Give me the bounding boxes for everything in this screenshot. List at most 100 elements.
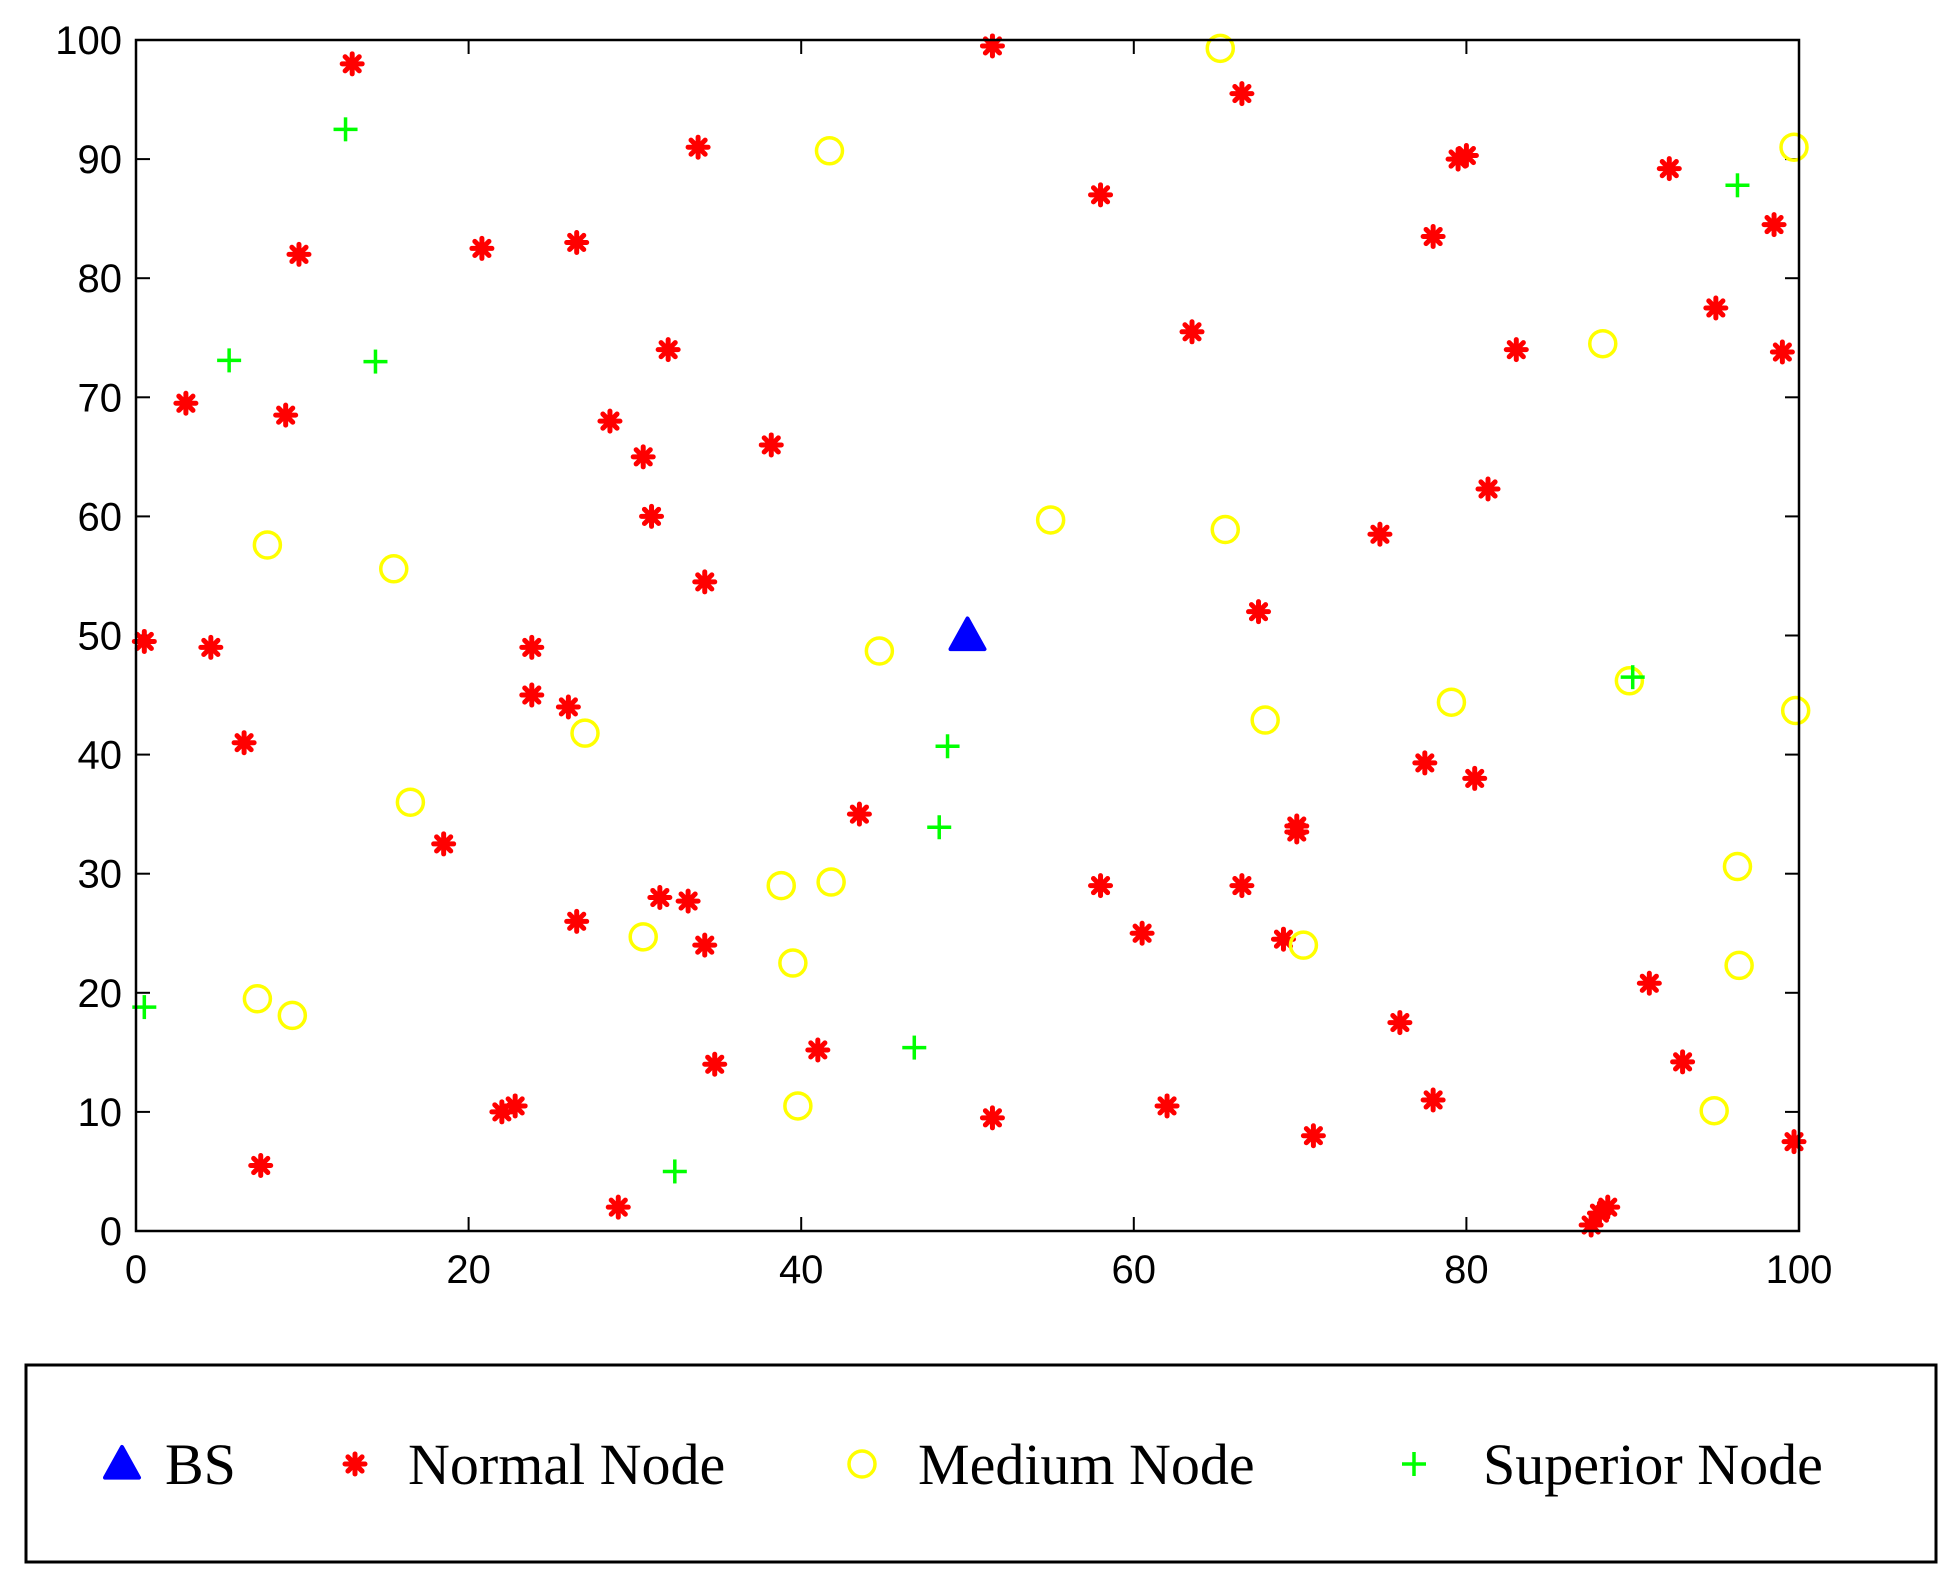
normal-node-point xyxy=(519,634,545,660)
medium-node-point xyxy=(570,718,600,748)
y-tick-label: 60 xyxy=(78,495,123,539)
normal-node-point xyxy=(339,51,365,77)
normal-node-point xyxy=(469,235,495,261)
normal-node-point xyxy=(1703,295,1729,321)
x-tick-label: 20 xyxy=(446,1248,491,1292)
y-tick-label: 100 xyxy=(55,19,122,63)
legend-medium-node-marker xyxy=(847,1449,877,1479)
normal-node-point xyxy=(692,569,718,595)
normal-node-point xyxy=(639,503,665,529)
normal-node-point xyxy=(685,134,711,160)
superior-node-point xyxy=(1725,173,1750,198)
bs-point xyxy=(948,616,987,652)
normal-node-point xyxy=(692,932,718,958)
normal-node-point xyxy=(1636,970,1662,996)
medium-node-point xyxy=(1779,132,1809,162)
superior-node-point xyxy=(333,117,358,142)
y-tick-label: 70 xyxy=(78,376,123,420)
normal-node-point xyxy=(248,1152,274,1178)
x-tick-label: 60 xyxy=(1112,1248,1157,1292)
medium-node-point xyxy=(1724,950,1754,981)
superior-node-point xyxy=(927,815,952,840)
normal-node-point xyxy=(1154,1093,1180,1119)
normal-node-point xyxy=(1462,765,1488,791)
normal-node-point xyxy=(1503,337,1529,363)
normal-node-point xyxy=(979,1105,1005,1131)
normal-node-point xyxy=(702,1051,728,1077)
normal-node-point xyxy=(1284,819,1310,845)
legend-label-superior-node: Superior Node xyxy=(1483,1432,1823,1497)
normal-node-point xyxy=(555,694,581,720)
superior-node-point xyxy=(363,349,388,374)
normal-node-point xyxy=(1129,920,1155,946)
x-tick-label: 100 xyxy=(1766,1248,1833,1292)
y-tick-label: 90 xyxy=(78,138,123,182)
medium-node-point xyxy=(395,787,426,817)
y-tick-label: 80 xyxy=(78,257,123,301)
normal-node-point xyxy=(1412,750,1438,776)
superior-node-point xyxy=(662,1159,687,1184)
normal-node-point xyxy=(1761,212,1787,238)
medium-node-point xyxy=(814,136,845,166)
medium-node-point xyxy=(277,1000,308,1031)
medium-node-point xyxy=(379,554,409,584)
medium-node-point xyxy=(1780,695,1811,726)
normal-node-point xyxy=(131,628,157,654)
normal-node-point xyxy=(1420,1087,1446,1113)
medium-node-point xyxy=(1722,851,1753,882)
normal-node-point xyxy=(1420,224,1446,250)
x-tick-label: 0 xyxy=(125,1248,147,1292)
medium-node-point xyxy=(1699,1095,1729,1126)
normal-node-point xyxy=(758,432,784,458)
y-tick-label: 0 xyxy=(100,1210,122,1254)
x-tick-label: 40 xyxy=(779,1248,824,1292)
medium-node-point xyxy=(1250,705,1280,735)
medium-node-point xyxy=(816,867,846,897)
normal-node-point xyxy=(519,682,545,708)
normal-node-point xyxy=(630,444,656,470)
plot-area-frame xyxy=(134,38,1801,1233)
medium-node-point xyxy=(1035,505,1066,535)
normal-node-point xyxy=(1300,1123,1326,1149)
superior-node-point xyxy=(1620,665,1645,690)
normal-node-point xyxy=(597,408,623,434)
medium-node-point xyxy=(1436,687,1467,717)
y-tick-label: 30 xyxy=(78,853,123,897)
normal-node-point xyxy=(1229,81,1255,107)
normal-node-point xyxy=(805,1037,831,1063)
y-tick-label: 50 xyxy=(78,615,123,659)
superior-node-point xyxy=(902,1035,927,1060)
normal-node-point xyxy=(655,337,681,363)
normal-node-point xyxy=(286,241,312,267)
legend: BS Normal Node Medium Node Superior Node xyxy=(24,1363,1938,1564)
y-tick-label: 10 xyxy=(78,1091,123,1135)
normal-node-point xyxy=(231,730,257,756)
medium-node-point xyxy=(766,870,796,901)
normal-node-point xyxy=(1595,1194,1621,1220)
superior-node-point xyxy=(935,734,960,759)
legend-items: BS Normal Node Medium Node Superior Node xyxy=(103,1432,1823,1497)
normal-node-point xyxy=(1769,339,1795,365)
data-points xyxy=(131,33,1811,1238)
normal-node-point xyxy=(1656,156,1682,182)
normal-node-point xyxy=(564,229,590,255)
normal-node-point xyxy=(198,634,224,660)
normal-node-point xyxy=(647,885,673,911)
normal-node-point xyxy=(846,801,872,827)
normal-node-point xyxy=(273,402,299,428)
legend-label-normal-node: Normal Node xyxy=(408,1432,725,1497)
medium-node-point xyxy=(1288,930,1319,960)
legend-label-medium-node: Medium Node xyxy=(918,1432,1255,1497)
normal-node-point xyxy=(1229,873,1255,899)
axis-ticks: 0 20 40 60 80 100 0 10 20 30 40 50 60 70 80 90 100 xyxy=(55,19,1832,1292)
medium-node-point xyxy=(242,984,273,1014)
y-tick-label: 40 xyxy=(78,734,123,778)
legend-superior-node-marker xyxy=(1402,1452,1426,1476)
medium-node-point xyxy=(864,636,895,666)
normal-node-point xyxy=(431,831,457,857)
x-tick-label: 80 xyxy=(1444,1248,1489,1292)
normal-node-point xyxy=(1453,143,1479,169)
normal-node-point xyxy=(1475,476,1501,502)
normal-node-point xyxy=(173,390,199,416)
